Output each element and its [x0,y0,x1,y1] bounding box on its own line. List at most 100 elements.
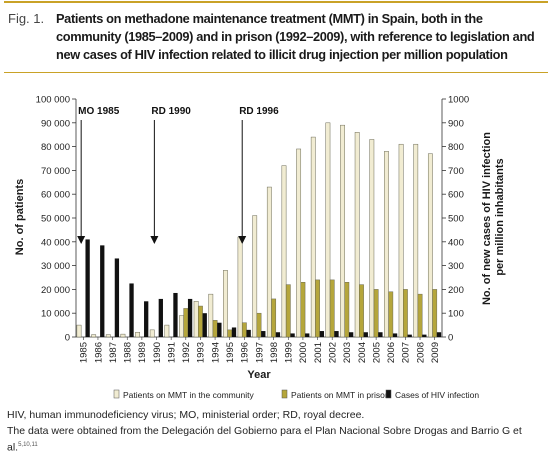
bar-prison [300,282,306,338]
bar-community [325,122,331,338]
bar-community [252,215,258,338]
bar-hiv [378,332,383,337]
bar-community [354,132,360,338]
bar-hiv [392,333,398,337]
bar-community [398,143,404,338]
y-tick-label: 50 000 [41,214,70,225]
footnote-sources: The data were obtained from the Delegaci… [7,424,547,455]
bar-community [310,136,316,338]
bar-prison [417,293,423,338]
legend-swatch-hiv [385,389,392,399]
bar-prison [227,329,233,338]
x-tick-label: 2005 [371,342,382,363]
y-tick-label: 10 000 [41,309,70,320]
bar-prison [256,312,262,338]
y-right-tick-label: 200 [448,285,464,296]
bar-community [135,331,140,338]
bar-prison [241,322,247,338]
bar-community [164,324,170,338]
bar-hiv [217,322,222,337]
bar-hiv [246,329,251,337]
bar-hiv [261,331,266,337]
annotation-label: RD 1990 [151,106,191,117]
bar-community [91,334,97,338]
y-tick-label: 70 000 [41,166,70,177]
bar-community [384,151,389,338]
y-axis-label: No. of patients [14,179,26,255]
x-tick-label: 2001 [313,342,324,363]
y-right-tick-label: 900 [448,118,464,129]
bar-hiv [158,298,163,337]
x-tick-label: 2008 [415,342,426,363]
y-tick-label: 90 000 [41,118,70,129]
y-axis-right-label-line1: No. of new cases of HIV infection [481,132,493,305]
x-tick-label: 1987 [108,342,119,363]
bar-hiv [422,334,427,337]
x-axis-label: Year [247,369,271,381]
bar-hiv [275,332,281,337]
y-right-tick-label: 300 [448,261,464,272]
y-right-tick-label: 800 [448,142,464,153]
x-tick-label: 2009 [430,342,441,363]
x-tick-label: 2006 [386,342,397,363]
x-tick-label: 1997 [254,342,265,363]
bar-hiv [305,333,310,337]
bar-prison [388,291,394,338]
bar-hiv [290,333,295,337]
y-tick-label: 40 000 [41,237,70,248]
x-tick-label: 1998 [269,342,280,363]
x-tick-label: 1996 [240,342,251,363]
bar-prison [359,284,364,338]
x-tick-label: 1993 [196,342,207,363]
x-tick-label: 2000 [298,342,309,363]
bar-prison [403,289,408,338]
bar-community [223,270,228,338]
bar-prison [212,320,218,338]
annotation-arrow-head [77,236,86,244]
x-tick-label: 1991 [166,342,177,363]
footnote-sources-text: The data were obtained from the Delegaci… [7,425,522,454]
y-axis-right-label-line2: per million inhabitants [494,158,506,275]
x-tick-label: 1985 [79,342,90,363]
y-tick-label: 0 [65,333,70,344]
bar-community [120,333,126,338]
bar-hiv [129,283,134,337]
bar-hiv [231,327,237,337]
bar-community [266,186,272,338]
bar-community [149,329,155,338]
bar-community [208,293,214,338]
bar-hiv [173,292,178,337]
annotations: MO 1985 RD 1990 RD 1996 [77,106,279,244]
x-tick-label: 1986 [93,342,104,363]
bar-hiv [114,258,120,337]
top-rule [4,1,548,3]
legend-swatch-community [113,389,120,399]
bar-community [369,139,375,338]
y-axis-right-label: No. of new cases of HIV infection per mi… [481,129,506,305]
bar-community [193,301,199,338]
bar-hiv [144,301,149,337]
right-axis: 0 100 200 300 400 500 600 700 800 900 1000 [442,95,469,344]
x-tick-label: 1994 [210,342,221,363]
x-tick-label: 2004 [357,342,368,363]
y-right-tick-label: 500 [448,214,464,225]
annotation-arrow-head [150,236,159,244]
bar-prison [344,282,350,338]
bar-prison [315,279,320,338]
bar-prison [285,284,291,338]
bar-community [179,315,184,338]
bar-prison [432,289,438,338]
y-right-tick-label: 100 [448,309,464,320]
annotation-arrow-head [238,236,247,244]
x-axis: 1985 1986 1987 1988 1989 1990 1991 1992 1993 1994… [79,337,441,363]
y-right-tick-label: 1000 [448,95,469,106]
bar-hiv [436,332,442,337]
annotation-label: MO 1985 [78,106,120,117]
bar-community [427,153,433,338]
bar-prison [183,308,189,338]
y-right-tick-label: 600 [448,190,464,201]
figure-number: Fig. 1. [8,11,45,26]
bar-hiv [187,298,193,337]
bar-hiv [85,239,90,337]
